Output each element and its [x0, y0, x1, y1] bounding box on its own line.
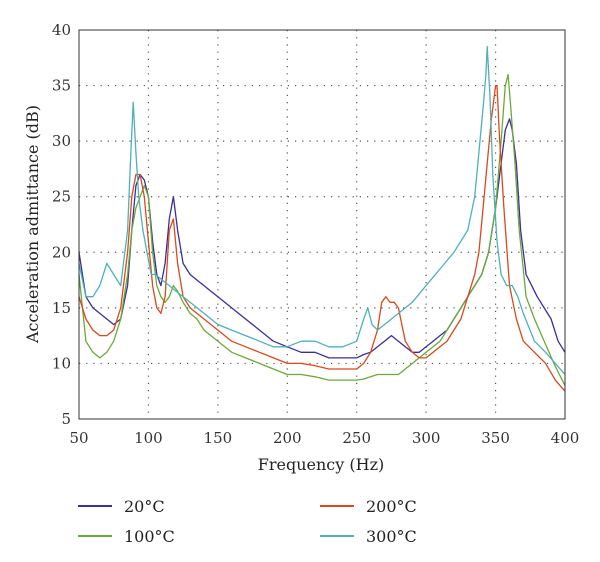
y-tick-label: 25: [52, 188, 71, 206]
legend-label: 300°C: [366, 526, 417, 546]
legend-label: 100°C: [124, 526, 175, 546]
legend-swatch: [78, 535, 112, 537]
x-tick-label: 100: [134, 429, 163, 447]
legend: 20°C 200°C 100°C 300°C: [78, 494, 458, 554]
x-axis-label: Frequency (Hz): [258, 455, 385, 474]
y-axis-label: Acceleration admittance (dB): [23, 105, 42, 344]
series-line-1: [78, 73, 566, 386]
grid-lines: [79, 30, 565, 419]
x-tick-labels: 50 100 150 200 250 300 350 400: [69, 429, 579, 447]
x-tick-label: 400: [551, 429, 580, 447]
legend-label: 200°C: [366, 496, 417, 516]
legend-item-300c: 300°C: [320, 524, 417, 548]
y-tick-label: 5: [61, 410, 71, 428]
x-tick-label: 250: [342, 429, 371, 447]
y-tick-label: 15: [52, 299, 71, 317]
legend-item-20c: 20°C: [78, 494, 165, 518]
x-tick-label: 50: [69, 429, 88, 447]
y-tick-labels: 5 10 15 20 25 30 35 40: [52, 21, 71, 428]
y-tick-label: 10: [52, 354, 71, 372]
x-tick-label: 300: [412, 429, 441, 447]
y-tick-label: 40: [52, 21, 71, 39]
y-tick-label: 35: [52, 77, 71, 95]
series-line-3: [78, 46, 566, 375]
legend-swatch: [320, 535, 354, 537]
x-tick-label: 200: [273, 429, 302, 447]
x-tick-label: 150: [204, 429, 233, 447]
legend-item-200c: 200°C: [320, 494, 417, 518]
plot-frame: [78, 29, 566, 420]
frequency-response-chart: 50 100 150 200 250 300 350 400 510152025303540 …: [23, 21, 579, 474]
y-tick-label: 30: [52, 132, 71, 150]
series-line-0: [78, 118, 566, 359]
series-lines: [78, 46, 566, 392]
legend-item-100c: 100°C: [78, 524, 175, 548]
y-tick-label: 20: [52, 243, 71, 261]
legend-label: 20°C: [124, 496, 165, 516]
series-line-2: [78, 84, 566, 392]
legend-swatch: [78, 505, 112, 507]
legend-swatch: [320, 505, 354, 507]
x-tick-label: 350: [481, 429, 510, 447]
